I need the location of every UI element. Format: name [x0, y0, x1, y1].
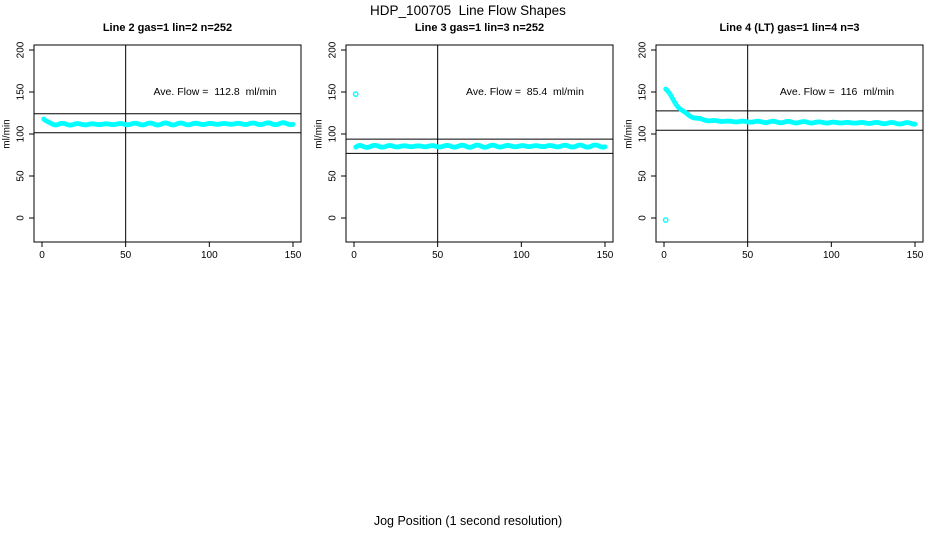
y-tick-label: 100 — [328, 125, 339, 142]
y-axis-title: ml/min — [314, 119, 325, 148]
y-tick-label: 0 — [638, 215, 649, 221]
x-tick-label: 100 — [201, 250, 218, 261]
panel-2: 0 50 100 150 200 ml/min 0 50 100 150 — [314, 41, 614, 261]
ave-flow-annotation-line3: Ave. Flow = 85.4 ml/min — [466, 86, 584, 98]
x-tick-label: 150 — [597, 250, 614, 261]
data-point — [602, 144, 608, 150]
y-tick-label: 50 — [328, 170, 339, 182]
ave-flow-annotation-line2: Ave. Flow = 112.8 ml/min — [153, 86, 277, 98]
y-tick-label: 200 — [638, 41, 649, 58]
panel-1: 0 50 100 150 200 ml/min 0 50 100 150 — [2, 41, 302, 261]
y-axis-title: ml/min — [2, 119, 13, 148]
outlier-point — [662, 217, 669, 224]
plot-box — [655, 44, 924, 243]
panel-title-line2: Line 2 gas=1 lin=2 n=252 — [102, 22, 233, 34]
x-tick-label: 50 — [120, 250, 132, 261]
y-tick-label: 0 — [16, 215, 27, 221]
y-tick-label: 100 — [638, 125, 649, 142]
x-tick-label: 0 — [39, 250, 45, 261]
data-points — [662, 86, 918, 224]
y-tick-label: 150 — [328, 83, 339, 100]
plot-box — [33, 44, 302, 243]
x-axis-label: Jog Position (1 second resolution) — [373, 514, 563, 528]
x-tick-label: 50 — [432, 250, 444, 261]
data-point — [290, 121, 296, 127]
panel-title-line3: Line 3 gas=1 lin=3 n=252 — [414, 22, 545, 34]
x-tick-label: 100 — [513, 250, 530, 261]
x-tick-label: 100 — [823, 250, 840, 261]
x-tick-label: 0 — [351, 250, 357, 261]
y-axis-title: ml/min — [624, 119, 635, 148]
y-tick-label: 150 — [16, 83, 27, 100]
data-points — [352, 91, 608, 150]
ave-flow-annotation-line4: Ave. Flow = 116 ml/min — [779, 86, 895, 98]
outlier-point — [352, 91, 359, 98]
data-points — [41, 116, 296, 128]
plot-box — [345, 44, 614, 243]
y-tick-label: 150 — [638, 83, 649, 100]
x-tick-label: 150 — [907, 250, 924, 261]
y-tick-label: 0 — [328, 215, 339, 221]
main-title: HDP_100705 Line Flow Shapes — [370, 3, 566, 18]
panel-3: 0 50 100 150 200 ml/min 0 50 100 150 — [624, 41, 924, 261]
y-tick-label: 200 — [328, 41, 339, 58]
y-tick-label: 50 — [638, 170, 649, 182]
y-tick-label: 200 — [16, 41, 27, 58]
x-tick-label: 0 — [661, 250, 667, 261]
y-tick-label: 50 — [16, 170, 27, 182]
x-tick-label: 150 — [285, 250, 302, 261]
y-tick-label: 100 — [16, 125, 27, 142]
data-point — [912, 121, 918, 127]
panel-title-line4: Line 4 (LT) gas=1 lin=4 n=3 — [719, 22, 860, 34]
x-tick-label: 50 — [742, 250, 754, 261]
